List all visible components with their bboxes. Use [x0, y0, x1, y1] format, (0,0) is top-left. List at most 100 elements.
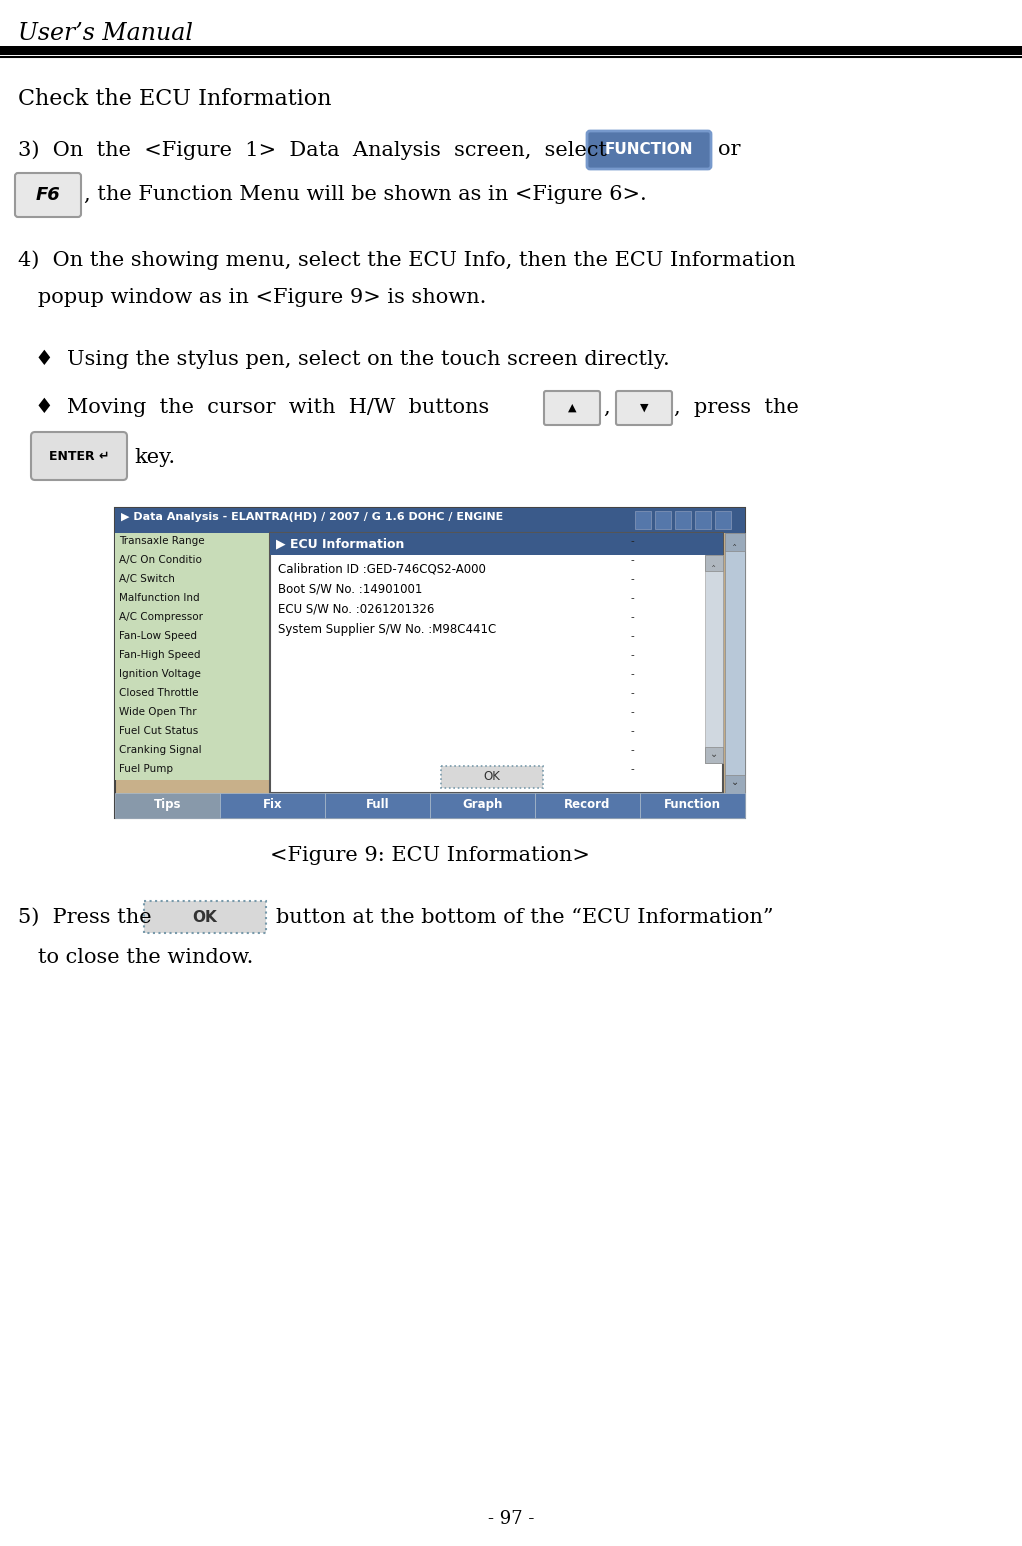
Bar [220, 793, 325, 818]
Bar [725, 775, 745, 793]
Text: Tips: Tips [153, 798, 181, 812]
Bar [725, 533, 745, 793]
Bar [610, 628, 655, 646]
Text: <Figure 9: ECU Information>: <Figure 9: ECU Information> [270, 846, 590, 866]
Bar [705, 555, 723, 570]
Text: or: or [718, 141, 741, 159]
Text: Graph: Graph [462, 798, 503, 812]
Text: FUNCTION: FUNCTION [605, 142, 693, 158]
FancyBboxPatch shape [31, 431, 127, 479]
Bar [115, 570, 275, 591]
Bar [715, 512, 731, 529]
Text: -: - [631, 594, 635, 603]
Bar [655, 512, 671, 529]
FancyBboxPatch shape [15, 173, 81, 216]
Bar [115, 793, 220, 818]
Bar [115, 591, 275, 609]
Text: -: - [631, 745, 635, 754]
Text: Ignition Voltage: Ignition Voltage [119, 669, 201, 679]
Text: Record: Record [564, 798, 611, 812]
FancyBboxPatch shape [544, 391, 600, 425]
Bar [270, 533, 723, 793]
Text: Fix: Fix [263, 798, 282, 812]
Bar [635, 512, 651, 529]
Text: - 97 -: - 97 - [487, 1510, 535, 1527]
Bar [535, 793, 640, 818]
Text: to close the window.: to close the window. [18, 948, 253, 966]
Text: 5)  Press the: 5) Press the [18, 908, 151, 928]
Text: ▲: ▲ [568, 404, 576, 413]
FancyBboxPatch shape [442, 765, 543, 788]
Bar [725, 533, 745, 550]
Text: ▶ ECU Information: ▶ ECU Information [276, 536, 405, 550]
Text: ⌄: ⌄ [731, 778, 739, 787]
Text: Boot S/W No. :14901001: Boot S/W No. :14901001 [278, 583, 422, 597]
Bar [610, 761, 655, 781]
Text: ♦  Using the stylus pen, select on the touch screen directly.: ♦ Using the stylus pen, select on the to… [35, 349, 669, 369]
Text: ‸: ‸ [734, 536, 737, 546]
Bar [115, 685, 275, 703]
Text: Calibration ID :GED-746CQS2-A000: Calibration ID :GED-746CQS2-A000 [278, 563, 485, 577]
Text: -: - [631, 555, 635, 564]
Bar [430, 793, 535, 818]
Text: popup window as in <Figure 9> is shown.: popup window as in <Figure 9> is shown. [18, 288, 486, 308]
Text: Fuel Pump: Fuel Pump [119, 764, 173, 775]
Text: Full: Full [366, 798, 389, 812]
Text: ECU S/W No. :0261201326: ECU S/W No. :0261201326 [278, 603, 434, 615]
Text: Closed Throttle: Closed Throttle [119, 688, 198, 697]
Bar [115, 703, 275, 724]
Text: OK: OK [483, 770, 501, 784]
Bar [705, 747, 723, 764]
Text: Cranking Signal: Cranking Signal [119, 745, 201, 754]
FancyBboxPatch shape [587, 131, 711, 169]
Text: Function: Function [664, 798, 721, 812]
Text: 4)  On the showing menu, select the ECU Info, then the ECU Information: 4) On the showing menu, select the ECU I… [18, 250, 795, 269]
Text: -: - [631, 727, 635, 736]
Bar [115, 761, 275, 781]
Bar [610, 685, 655, 703]
Text: -: - [631, 574, 635, 584]
Text: Fuel Cut Status: Fuel Cut Status [119, 727, 198, 736]
Bar [115, 509, 745, 818]
Bar [610, 742, 655, 761]
Bar [115, 509, 745, 533]
Text: -: - [631, 764, 635, 775]
FancyBboxPatch shape [616, 391, 672, 425]
Text: Fan-High Speed: Fan-High Speed [119, 649, 200, 660]
Text: ,: , [603, 397, 610, 417]
Text: button at the bottom of the “ECU Information”: button at the bottom of the “ECU Informa… [276, 908, 774, 928]
Bar [640, 793, 745, 818]
Bar [610, 646, 655, 666]
Text: , the Function Menu will be shown as in <Figure 6>.: , the Function Menu will be shown as in … [84, 186, 647, 204]
Bar [115, 533, 275, 552]
Text: -: - [631, 612, 635, 621]
Text: key.: key. [134, 448, 175, 467]
Text: ♦  Moving  the  cursor  with  H/W  buttons: ♦ Moving the cursor with H/W buttons [35, 397, 490, 417]
Bar [115, 666, 275, 685]
Bar [115, 742, 275, 761]
Text: Wide Open Thr: Wide Open Thr [119, 707, 196, 717]
Bar [325, 793, 430, 818]
Text: F6: F6 [36, 186, 60, 204]
Text: User’s Manual: User’s Manual [18, 22, 193, 45]
Text: -: - [631, 631, 635, 642]
Text: ▶ Data Analysis - ELANTRA(HD) / 2007 / G 1.6 DOHC / ENGINE: ▶ Data Analysis - ELANTRA(HD) / 2007 / G… [121, 512, 503, 523]
Text: -: - [631, 649, 635, 660]
Text: A/C On Conditio: A/C On Conditio [119, 555, 202, 564]
Text: -: - [631, 536, 635, 546]
Bar [610, 533, 655, 552]
Bar [115, 552, 275, 570]
Bar [270, 533, 723, 555]
Text: -: - [631, 669, 635, 679]
Text: 3)  On  the  <Figure  1>  Data  Analysis  screen,  select: 3) On the <Figure 1> Data Analysis scree… [18, 141, 607, 159]
Bar [610, 609, 655, 628]
Bar [0, 46, 1022, 56]
Text: ▼: ▼ [640, 404, 648, 413]
Text: ‸: ‸ [712, 557, 715, 567]
Bar [115, 609, 275, 628]
Bar [115, 724, 275, 742]
Text: ENTER ↵: ENTER ↵ [49, 450, 109, 462]
Text: -: - [631, 707, 635, 717]
Bar [610, 570, 655, 591]
Bar [675, 512, 691, 529]
